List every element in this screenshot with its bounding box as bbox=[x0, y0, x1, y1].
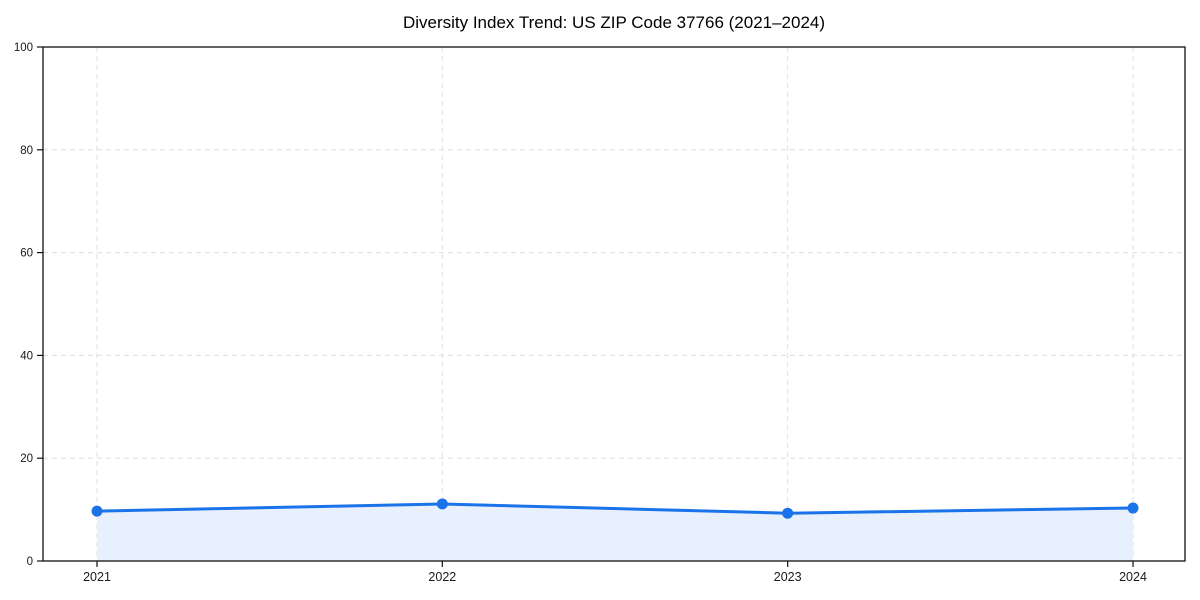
area-fill bbox=[97, 503, 1133, 561]
series-layer bbox=[91, 498, 1139, 561]
chart-title: Diversity Index Trend: US ZIP Code 37766… bbox=[403, 13, 825, 32]
x-tick-label: 2023 bbox=[774, 570, 802, 584]
data-point-marker bbox=[782, 507, 794, 519]
x-tick-label: 2024 bbox=[1119, 570, 1147, 584]
axis-layer: 0 20 40 60 80 100 2021 2022 2023 2024 bbox=[14, 42, 1186, 584]
data-point-marker bbox=[436, 498, 448, 510]
data-point-marker bbox=[91, 505, 103, 517]
x-tick-label: 2021 bbox=[83, 570, 111, 584]
y-tick-label: 60 bbox=[20, 248, 33, 260]
y-tick-label: 100 bbox=[14, 42, 33, 54]
x-tick-label: 2022 bbox=[428, 570, 456, 584]
data-point-marker bbox=[1127, 502, 1139, 514]
y-tick-label: 80 bbox=[20, 145, 33, 157]
plot-frame bbox=[42, 46, 1186, 562]
y-tick-label: 0 bbox=[27, 556, 33, 568]
trend-line bbox=[95, 502, 1135, 515]
y-tick-label: 20 bbox=[20, 453, 33, 465]
grid-layer bbox=[43, 47, 1185, 561]
y-tick-label: 40 bbox=[20, 350, 33, 362]
